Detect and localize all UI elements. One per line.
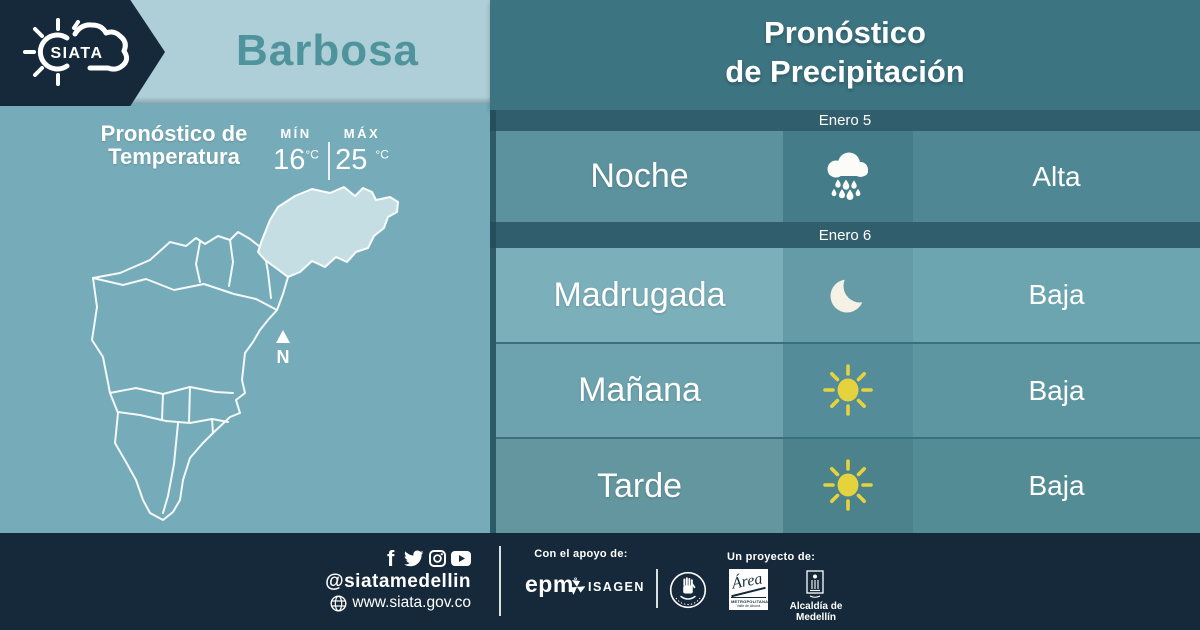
north-arrow-icon: N [276, 330, 290, 367]
date-band-enero5: Enero 5 [490, 110, 1200, 131]
moon-icon [830, 279, 864, 313]
row-label-cell: Madrugada [496, 248, 783, 342]
max-temperature: MÁX 25 °C [330, 126, 394, 180]
isagen-logo-text: ISAGEN [588, 580, 645, 594]
minmax-divider [328, 142, 330, 180]
forecast-row-tarde: Tarde Baja [490, 439, 1200, 533]
precipitation-header: Pronóstico de Precipitación [490, 0, 1200, 110]
isagen-logo: ISAGEN [569, 579, 645, 595]
social-icons: f [386, 549, 471, 568]
row-value-cell: Baja [913, 344, 1200, 437]
footer-divider [499, 546, 501, 616]
footer: f @siatamedellin www.siat [0, 533, 1200, 630]
row-label: Mañana [578, 371, 701, 409]
municipality-map: N [91, 186, 399, 521]
min-value: 16°C [273, 144, 319, 176]
row-value-cell: Alta [913, 131, 1200, 222]
precipitation-title: Pronóstico de Precipitación [725, 15, 965, 89]
row-icon-cell [783, 248, 913, 342]
epm-logo: epm° [525, 571, 578, 597]
row-label: Madrugada [553, 275, 726, 314]
sun-icon [823, 459, 873, 511]
temperature-panel: Pronóstico de Temperatura MÍN 16°C MÁX 2… [0, 104, 490, 533]
row-value-cell: Baja [913, 248, 1200, 342]
forecast-row-noche: Noche [490, 131, 1200, 222]
row-icon-cell [783, 439, 913, 533]
row-label-cell: Mañana [496, 344, 783, 437]
project-label: Un proyecto de: [727, 551, 816, 563]
alcaldia-logo-text: Alcaldía de Medellín [789, 601, 843, 623]
website-row[interactable]: www.siata.gov.co [330, 594, 471, 612]
precipitation-panel: Pronóstico de Precipitación Enero 5 Noch… [490, 0, 1200, 533]
row-icon-cell [783, 131, 913, 222]
row-icon-cell [783, 344, 913, 437]
panel-edge-shadow [490, 110, 496, 533]
row-value: Baja [1028, 470, 1085, 501]
instagram-icon[interactable] [429, 550, 446, 567]
max-value: 25 °C [335, 144, 389, 176]
row-label-cell: Noche [496, 131, 783, 222]
forecast-row-madrugada: Madrugada Baja [490, 248, 1200, 342]
siata-logo-icon: SIATA [23, 18, 130, 86]
university-emblem-icon [669, 571, 707, 609]
minmax-block: MÍN 16°C MÁX 25 °C [264, 126, 394, 180]
svg-text:N: N [277, 347, 290, 367]
support-label: Con el apoyo de: [534, 548, 628, 560]
twitter-icon[interactable] [403, 550, 424, 567]
date-band-enero6: Enero 6 [490, 222, 1200, 248]
isagen-pinwheel-icon [570, 580, 585, 595]
row-label-cell: Tarde [496, 439, 783, 533]
min-temperature: MÍN 16°C [264, 126, 328, 180]
area-logo-line2: Valle de Aburrá [736, 604, 761, 608]
area-logo-line1: METROPOLITANA [731, 597, 768, 604]
map-highlight-barbosa [257, 186, 399, 278]
youtube-icon[interactable] [451, 551, 471, 566]
row-value: Baja [1028, 279, 1085, 310]
footer-divider [656, 569, 658, 608]
sun-icon [823, 363, 873, 416]
min-unit: °C [305, 147, 319, 162]
row-label: Tarde [596, 466, 683, 505]
row-value: Alta [1032, 160, 1081, 192]
globe-icon [330, 594, 347, 612]
svg-text:f: f [387, 549, 395, 568]
social-handle[interactable]: @siatamedellin [325, 571, 471, 592]
location-title: Barbosa [235, 26, 420, 75]
row-value: Baja [1028, 374, 1085, 406]
rain-cloud-icon [827, 152, 868, 200]
facebook-icon[interactable]: f [386, 549, 398, 568]
website-url[interactable]: www.siata.gov.co [352, 594, 471, 611]
temperature-title-line2: Temperatura [108, 144, 240, 169]
area-metropolitana-logo: Área METROPOLITANA Valle de Aburrá [729, 569, 768, 610]
min-label: MÍN [280, 126, 312, 141]
siata-logo-arrow: SIATA [0, 0, 165, 106]
alcaldia-emblem-icon [806, 570, 824, 598]
temperature-title: Pronóstico de Temperatura [84, 122, 264, 168]
row-label: Noche [590, 157, 689, 195]
max-unit: °C [375, 147, 389, 162]
row-value-cell: Baja [913, 439, 1200, 533]
max-label: MÁX [343, 126, 381, 141]
temperature-title-line1: Pronóstico de [100, 121, 248, 146]
siata-logo-text: SIATA [50, 45, 103, 62]
map-outer-boundary [91, 231, 289, 521]
forecast-row-manana: Mañana Baja [490, 344, 1200, 437]
